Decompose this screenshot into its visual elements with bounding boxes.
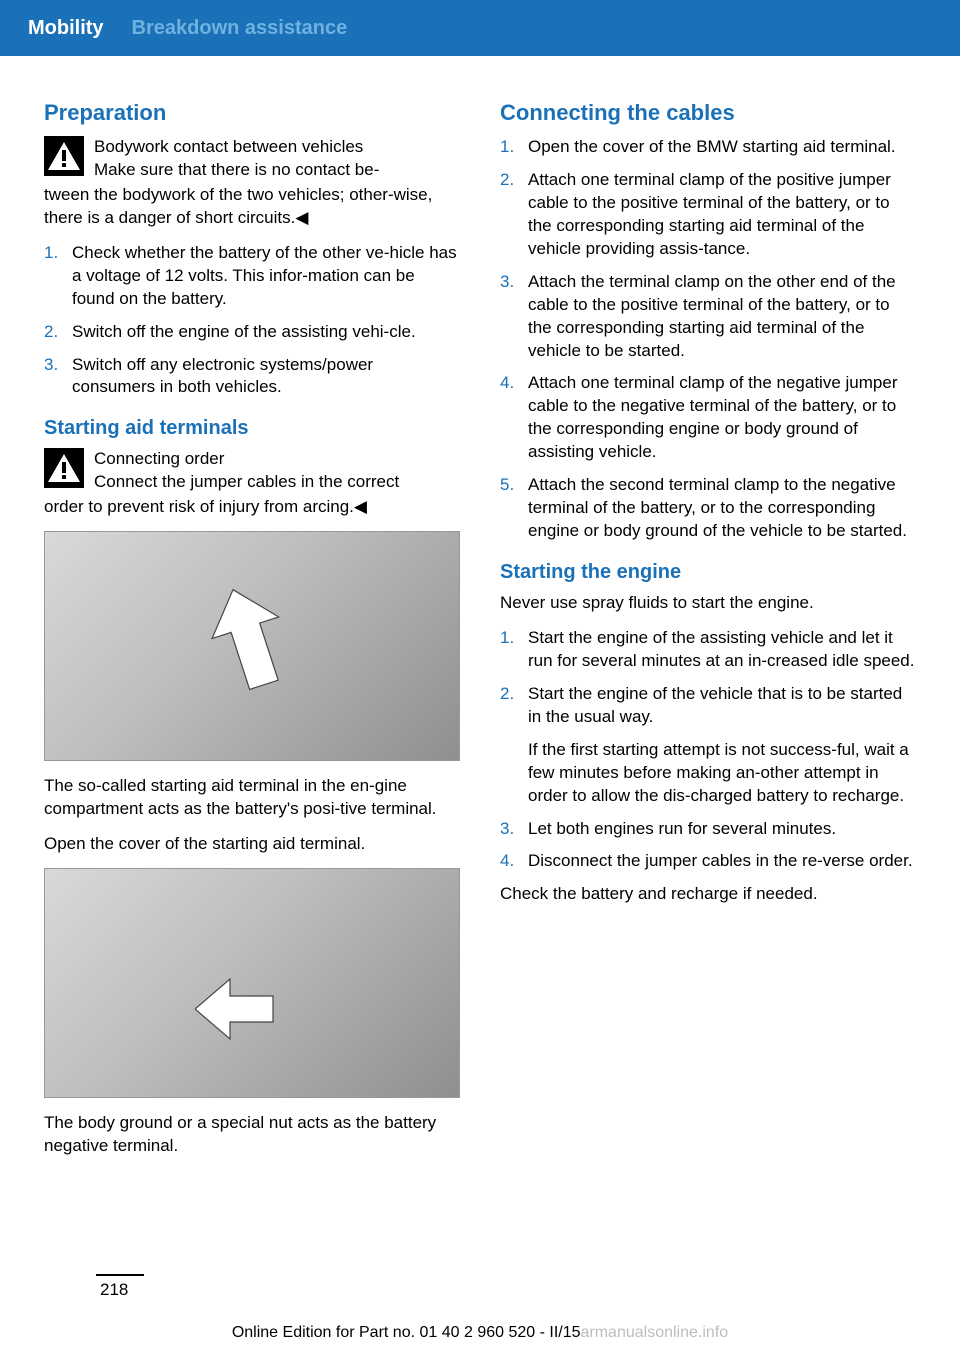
warn-line1: Connecting order	[94, 448, 399, 471]
list-text: Attach one terminal clamp of the positiv…	[528, 169, 916, 261]
list-item: 2.Switch off the engine of the assisting…	[44, 321, 460, 344]
heading-starting-engine: Starting the engine	[500, 561, 916, 584]
list-text-note: If the first starting attempt is not suc…	[528, 739, 916, 808]
list-text: Attach the second terminal clamp to the …	[528, 474, 916, 543]
list-number: 5.	[500, 474, 528, 543]
list-text: Start the engine of the vehicle that is …	[528, 683, 916, 808]
list-item: 1.Open the cover of the BMW starting aid…	[500, 136, 916, 159]
list-number: 2.	[500, 169, 528, 261]
list-item: 4.Disconnect the jumper cables in the re…	[500, 850, 916, 873]
list-text: Switch off the engine of the assisting v…	[72, 321, 460, 344]
heading-preparation: Preparation	[44, 100, 460, 126]
paragraph: Open the cover of the starting aid termi…	[44, 833, 460, 856]
list-number: 1.	[500, 627, 528, 673]
warn-line2: Make sure that there is no contact be‐	[94, 159, 379, 182]
warning-icon	[44, 136, 84, 176]
list-text: Start the engine of the assisting vehicl…	[528, 627, 916, 673]
content-columns: Preparation Bodywork contact between veh…	[0, 56, 960, 1170]
list-text: Switch off any electronic systems/power …	[72, 354, 460, 400]
footer: Online Edition for Part no. 01 40 2 960 …	[0, 1324, 960, 1342]
warn-follow: tween the bodywork of the two vehicles; …	[44, 184, 460, 230]
warn-line2: Connect the jumper cables in the correct	[94, 471, 399, 494]
arrow-icon	[205, 587, 295, 697]
list-item: 4.Attach one terminal clamp of the negat…	[500, 372, 916, 464]
heading-starting-aid-terminals: Starting aid terminals	[44, 417, 460, 440]
list-number: 3.	[44, 354, 72, 400]
list-number: 2.	[44, 321, 72, 344]
list-number: 3.	[500, 818, 528, 841]
heading-connecting-cables: Connecting the cables	[500, 100, 916, 126]
list-item: 3.Switch off any electronic systems/powe…	[44, 354, 460, 400]
list-item: 1.Check whether the battery of the other…	[44, 242, 460, 311]
figure-starting-aid-terminal	[44, 531, 460, 761]
connecting-steps: 1.Open the cover of the BMW starting aid…	[500, 136, 916, 543]
list-number: 4.	[500, 372, 528, 464]
warning-icon	[44, 448, 84, 488]
list-text: Check whether the battery of the other v…	[72, 242, 460, 311]
list-item: 2.Attach one terminal clamp of the posit…	[500, 169, 916, 261]
paragraph: Check the battery and recharge if needed…	[500, 883, 916, 906]
list-number: 3.	[500, 271, 528, 363]
arrow-icon	[195, 974, 275, 1044]
left-column: Preparation Bodywork contact between veh…	[44, 96, 460, 1170]
right-column: Connecting the cables 1.Open the cover o…	[500, 96, 916, 1170]
warning-block: Bodywork contact between vehicles Make s…	[44, 136, 460, 182]
warning-block: Connecting order Connect the jumper cabl…	[44, 448, 460, 494]
warn-line1: Bodywork contact between vehicles	[94, 136, 379, 159]
list-item: 5.Attach the second terminal clamp to th…	[500, 474, 916, 543]
warn-follow: order to prevent risk of injury from arc…	[44, 496, 460, 519]
preparation-steps: 1.Check whether the battery of the other…	[44, 242, 460, 400]
list-number: 2.	[500, 683, 528, 808]
list-item: 3.Attach the terminal clamp on the other…	[500, 271, 916, 363]
header-chapter: Mobility	[28, 17, 104, 40]
starting-steps: 1.Start the engine of the assisting vehi…	[500, 627, 916, 873]
footer-watermark: armanualsonline.info	[581, 1324, 729, 1341]
list-text: Disconnect the jumper cables in the re‐v…	[528, 850, 916, 873]
list-text: Let both engines run for several minutes…	[528, 818, 916, 841]
paragraph: The so-called starting aid terminal in t…	[44, 775, 460, 821]
paragraph: The body ground or a special nut acts as…	[44, 1112, 460, 1158]
list-number: 1.	[44, 242, 72, 311]
warning-text: Connecting order Connect the jumper cabl…	[94, 448, 399, 494]
list-text-main: Start the engine of the vehicle that is …	[528, 684, 902, 726]
list-item: 2. Start the engine of the vehicle that …	[500, 683, 916, 808]
page-number-rule	[96, 1274, 144, 1276]
list-text: Attach one terminal clamp of the negativ…	[528, 372, 916, 464]
warning-text: Bodywork contact between vehicles Make s…	[94, 136, 379, 182]
page: Mobility Breakdown assistance Preparatio…	[0, 0, 960, 1362]
figure-body-ground	[44, 868, 460, 1098]
list-text: Attach the terminal clamp on the other e…	[528, 271, 916, 363]
list-item: 3.Let both engines run for several minut…	[500, 818, 916, 841]
list-number: 4.	[500, 850, 528, 873]
header-bar: Mobility Breakdown assistance	[0, 0, 960, 56]
list-number: 1.	[500, 136, 528, 159]
header-section: Breakdown assistance	[132, 17, 348, 40]
paragraph: Never use spray fluids to start the engi…	[500, 592, 916, 615]
footer-line: Online Edition for Part no. 01 40 2 960 …	[232, 1324, 728, 1342]
footer-edition: Online Edition for Part no. 01 40 2 960 …	[232, 1324, 581, 1341]
list-text: Open the cover of the BMW starting aid t…	[528, 136, 916, 159]
list-item: 1.Start the engine of the assisting vehi…	[500, 627, 916, 673]
page-number: 218	[100, 1280, 128, 1300]
